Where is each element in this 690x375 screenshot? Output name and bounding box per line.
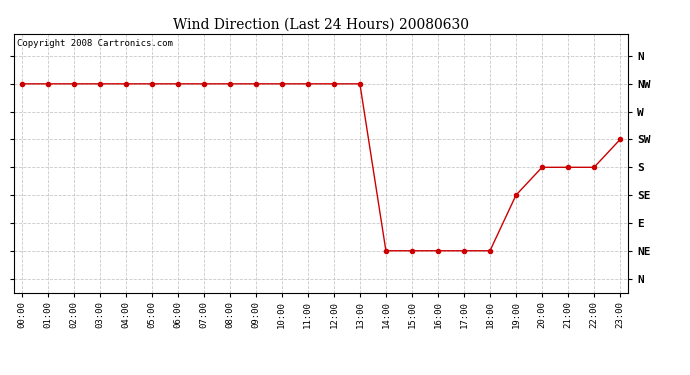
Text: Copyright 2008 Cartronics.com: Copyright 2008 Cartronics.com: [17, 39, 172, 48]
Title: Wind Direction (Last 24 Hours) 20080630: Wind Direction (Last 24 Hours) 20080630: [173, 17, 469, 31]
